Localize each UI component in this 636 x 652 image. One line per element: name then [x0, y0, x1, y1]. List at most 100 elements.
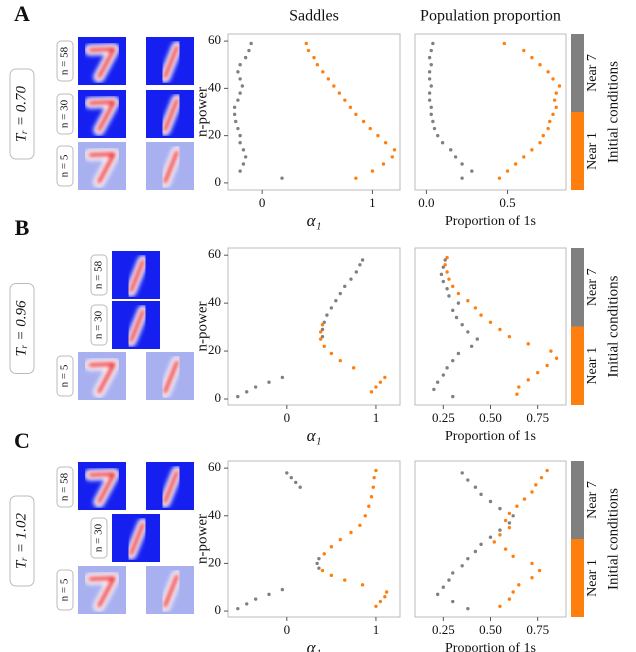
point	[530, 148, 533, 151]
x-tick-label: 0	[284, 410, 291, 425]
point	[358, 524, 361, 527]
y-tick-label: 60	[208, 459, 221, 474]
point	[451, 285, 454, 288]
point	[254, 385, 257, 388]
point	[254, 597, 257, 600]
point	[355, 270, 358, 273]
point	[548, 120, 551, 123]
point	[504, 547, 507, 550]
point	[339, 292, 342, 295]
image-label: n = 30	[93, 523, 105, 552]
point	[538, 569, 541, 572]
point	[236, 127, 239, 130]
point	[364, 514, 367, 517]
point	[549, 349, 552, 352]
x-tick-label: 1	[373, 622, 380, 637]
image-label: n = 58	[59, 472, 71, 501]
point	[433, 127, 436, 130]
point	[489, 500, 492, 503]
point	[321, 70, 324, 73]
point	[343, 578, 346, 581]
point	[517, 385, 520, 388]
point	[498, 328, 501, 331]
digit-image	[146, 462, 194, 510]
point	[290, 476, 293, 479]
digit-image	[146, 142, 194, 190]
point	[447, 294, 450, 297]
temperature-label: Tᵣ = 0.70	[13, 86, 29, 142]
point	[431, 120, 434, 123]
point	[430, 49, 433, 52]
point	[498, 605, 501, 608]
condition-label: Near 1	[585, 559, 600, 597]
point	[454, 155, 457, 158]
point	[466, 330, 469, 333]
point	[442, 586, 445, 589]
point	[367, 505, 370, 508]
x-tick-label: 0.75	[526, 410, 549, 425]
point	[530, 56, 533, 59]
point	[451, 359, 454, 362]
point	[361, 258, 364, 261]
point	[312, 56, 315, 59]
point	[466, 607, 469, 610]
point	[457, 301, 460, 304]
point	[538, 141, 541, 144]
image-label: n = 5	[59, 154, 71, 177]
point	[470, 345, 473, 348]
point	[319, 330, 322, 333]
point	[460, 323, 463, 326]
panel-letter: A	[14, 1, 30, 26]
point	[522, 49, 525, 52]
point	[374, 469, 377, 472]
point	[323, 552, 326, 555]
condition-label: Near 1	[585, 347, 600, 385]
point	[382, 162, 385, 165]
point	[511, 590, 514, 593]
plot-frame	[228, 248, 400, 405]
point	[555, 106, 558, 109]
x-axis-label: Proportion of 1s	[445, 214, 536, 229]
point	[354, 113, 357, 116]
condition-bar	[571, 539, 584, 617]
point	[451, 600, 454, 603]
point	[354, 176, 357, 179]
point	[428, 70, 431, 73]
condition-title: Initial conditions	[605, 275, 621, 377]
point	[498, 533, 501, 536]
condition-label: Near 7	[585, 54, 600, 92]
point	[330, 545, 333, 548]
point	[432, 388, 435, 391]
point	[307, 49, 310, 52]
x-tick-label: 0.75	[526, 622, 549, 637]
point	[511, 555, 514, 558]
point	[545, 469, 548, 472]
y-tick-label: 60	[208, 32, 221, 47]
point	[372, 476, 375, 479]
point	[315, 562, 318, 565]
point	[515, 505, 518, 508]
point	[527, 378, 530, 381]
point	[498, 528, 501, 531]
point	[352, 366, 355, 369]
point	[238, 63, 241, 66]
image-label: n = 58	[93, 260, 105, 289]
point	[245, 390, 248, 393]
point	[362, 120, 365, 123]
x-tick-label: 1	[373, 410, 380, 425]
point	[236, 70, 239, 73]
point	[281, 588, 284, 591]
point	[474, 485, 477, 488]
point	[371, 169, 374, 172]
point	[339, 359, 342, 362]
point	[558, 84, 561, 87]
y-tick-label: 60	[208, 246, 221, 261]
point	[451, 395, 454, 398]
x-axis-label: α₁	[307, 211, 322, 230]
image-label: n = 5	[59, 364, 71, 387]
y-axis-label: n-power	[194, 302, 210, 352]
point	[242, 162, 245, 165]
y-tick-label: 0	[215, 390, 222, 405]
point	[325, 313, 328, 316]
point	[551, 113, 554, 116]
